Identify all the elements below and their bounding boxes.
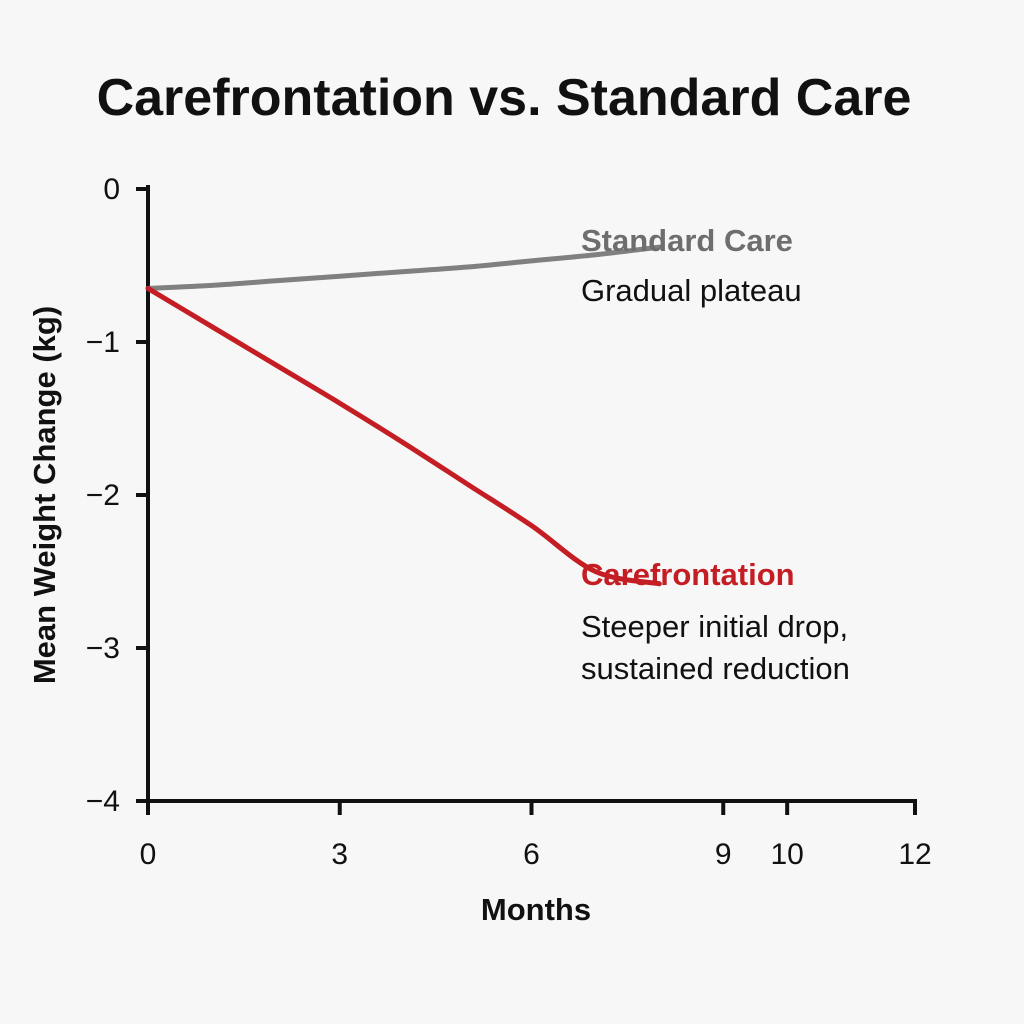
y-tick-label: −2 — [86, 479, 120, 512]
x-tick-label: 9 — [715, 838, 732, 871]
series-lines — [145, 244, 662, 587]
standard-care-label: Standard Care — [581, 223, 793, 258]
y-tick-label: −4 — [86, 785, 120, 818]
x-tick-label: 10 — [770, 838, 803, 871]
carefrontation-line — [145, 285, 662, 587]
y-axis-ticks: 0 −1 −2 −3 −4 — [86, 173, 150, 818]
y-tick-label: 0 — [103, 173, 120, 206]
x-tick-label: 0 — [140, 838, 157, 871]
y-axis-label: Mean Weight Change (kg) — [27, 306, 62, 684]
carefrontation-label: Carefrontation — [581, 557, 795, 592]
x-axis-ticks: 0 3 6 9 10 12 — [140, 799, 932, 871]
x-tick-label: 3 — [331, 838, 348, 871]
y-tick-label: −1 — [86, 326, 120, 359]
chart-title: Carefrontation vs. Standard Care — [97, 69, 912, 127]
x-tick-label: 6 — [523, 838, 540, 871]
carefrontation-note-line-1: Steeper initial drop, — [581, 609, 848, 644]
x-axis-label: Months — [481, 892, 591, 927]
standard-care-note: Gradual plateau — [581, 273, 802, 308]
y-tick-label: −3 — [86, 632, 120, 665]
standard-care-line — [145, 244, 662, 291]
carefrontation-note-line-2: sustained reduction — [581, 651, 850, 686]
x-tick-label: 12 — [898, 838, 931, 871]
